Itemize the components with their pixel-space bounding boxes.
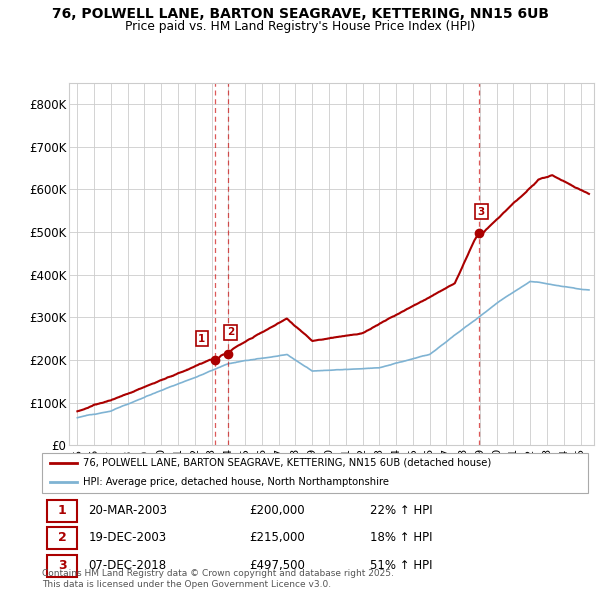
- Text: 19-DEC-2003: 19-DEC-2003: [88, 531, 167, 544]
- Text: Contains HM Land Registry data © Crown copyright and database right 2025.
This d: Contains HM Land Registry data © Crown c…: [42, 569, 394, 589]
- Text: 76, POLWELL LANE, BARTON SEAGRAVE, KETTERING, NN15 6UB (detached house): 76, POLWELL LANE, BARTON SEAGRAVE, KETTE…: [83, 458, 491, 468]
- Text: HPI: Average price, detached house, North Northamptonshire: HPI: Average price, detached house, Nort…: [83, 477, 389, 487]
- Text: 07-DEC-2018: 07-DEC-2018: [88, 559, 167, 572]
- Text: 3: 3: [478, 206, 485, 217]
- Text: 2: 2: [58, 531, 67, 544]
- Text: 51% ↑ HPI: 51% ↑ HPI: [370, 559, 432, 572]
- Text: 22% ↑ HPI: 22% ↑ HPI: [370, 504, 432, 517]
- Text: 76, POLWELL LANE, BARTON SEAGRAVE, KETTERING, NN15 6UB: 76, POLWELL LANE, BARTON SEAGRAVE, KETTE…: [52, 7, 548, 21]
- Text: 1: 1: [58, 504, 67, 517]
- Text: 20-MAR-2003: 20-MAR-2003: [88, 504, 167, 517]
- Text: 1: 1: [198, 334, 205, 344]
- Text: 3: 3: [58, 559, 67, 572]
- Text: £497,500: £497,500: [250, 559, 305, 572]
- Bar: [47, 555, 77, 576]
- Text: 18% ↑ HPI: 18% ↑ HPI: [370, 531, 432, 544]
- Bar: [47, 500, 77, 522]
- Text: £215,000: £215,000: [250, 531, 305, 544]
- Text: 2: 2: [227, 327, 234, 337]
- Text: Price paid vs. HM Land Registry's House Price Index (HPI): Price paid vs. HM Land Registry's House …: [125, 20, 475, 33]
- Bar: [47, 527, 77, 549]
- Text: £200,000: £200,000: [250, 504, 305, 517]
